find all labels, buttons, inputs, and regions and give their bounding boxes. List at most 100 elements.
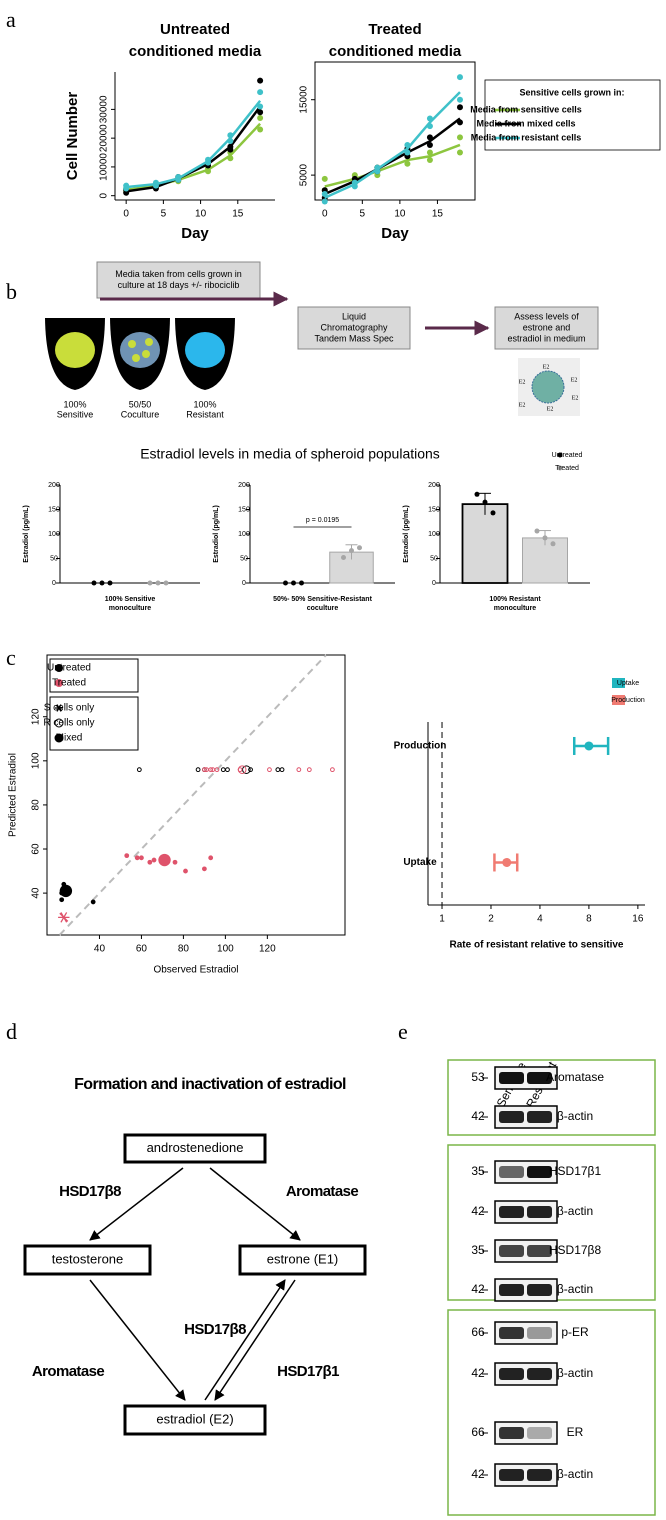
panel-label: c bbox=[6, 645, 16, 670]
replicate-point bbox=[123, 182, 130, 189]
y-tick-label: 5000 bbox=[299, 164, 310, 187]
data-point bbox=[357, 545, 362, 551]
y-axis-label: Predicted Estradiol bbox=[8, 753, 19, 837]
series-line bbox=[125, 122, 262, 192]
data-point bbox=[341, 555, 346, 561]
x-tick-label: 10 bbox=[394, 209, 406, 220]
marker-size: 42 bbox=[471, 1204, 485, 1218]
open-point bbox=[306, 767, 312, 773]
data-point bbox=[474, 491, 480, 497]
x-axis-label: coculture bbox=[307, 605, 339, 612]
cup-label: Sensitive bbox=[57, 409, 94, 419]
blot-group bbox=[447, 1309, 656, 1516]
estimate-point bbox=[584, 741, 594, 751]
pathway-arrow bbox=[214, 1279, 296, 1401]
pathway-arrow bbox=[209, 1167, 301, 1241]
protein-label: HSD17β8 bbox=[549, 1243, 602, 1257]
cup-label: 100% bbox=[193, 399, 216, 409]
chart-title: conditioned media bbox=[129, 43, 262, 60]
y-tick-label: 50 bbox=[240, 555, 248, 562]
workflow-text: estradiol in medium bbox=[507, 333, 585, 343]
replicate-point bbox=[257, 103, 264, 110]
blot-band bbox=[527, 1368, 552, 1380]
legend-label: Mixed bbox=[56, 733, 83, 744]
replicate-point bbox=[426, 123, 433, 130]
open-point bbox=[275, 767, 281, 773]
blot-band bbox=[527, 1469, 552, 1481]
x-tick-label: 2 bbox=[488, 914, 494, 925]
replicate-point bbox=[351, 179, 358, 186]
y-tick-label: 10000 bbox=[99, 153, 110, 181]
x-tick-label: 0 bbox=[322, 209, 328, 220]
legend-label: Media from resistant cells bbox=[471, 132, 582, 142]
x-tick-label: 8 bbox=[586, 914, 592, 925]
panel-label: e bbox=[398, 1019, 408, 1044]
replicate-point bbox=[227, 132, 234, 139]
replicate-point bbox=[152, 179, 159, 186]
panel-label: b bbox=[6, 279, 17, 304]
y-axis-label: Estradiol (pg/mL) bbox=[403, 505, 410, 563]
y-tick-label: 200 bbox=[428, 482, 440, 489]
filled-point bbox=[208, 855, 214, 861]
replicate-point bbox=[404, 160, 411, 167]
series-line bbox=[125, 105, 262, 193]
series-line bbox=[324, 143, 461, 188]
enzyme-label: HSD17β8 bbox=[184, 1321, 246, 1338]
data-point bbox=[349, 548, 354, 554]
data-point bbox=[482, 499, 488, 505]
y-tick-label: 200 bbox=[48, 482, 60, 489]
marker-size: 42 bbox=[471, 1282, 485, 1296]
workflow-text: Chromatography bbox=[320, 322, 388, 332]
y-tick-label: 0 bbox=[99, 192, 110, 198]
pathway-node bbox=[123, 1404, 267, 1436]
legend-label: Treated bbox=[555, 465, 579, 472]
y-tick-label: 20000 bbox=[99, 124, 110, 152]
y-tick-label: 150 bbox=[428, 506, 440, 513]
replicate-point bbox=[404, 141, 411, 148]
protein-label: ER bbox=[567, 1425, 584, 1439]
data-point bbox=[91, 580, 97, 586]
replicate-point bbox=[321, 175, 328, 182]
workflow-text: Liquid bbox=[342, 311, 366, 321]
asterisk-point bbox=[58, 912, 70, 923]
plot-frame bbox=[46, 654, 346, 936]
spheroid-speckle bbox=[142, 350, 150, 358]
cup-label: Resistant bbox=[186, 409, 224, 419]
workflow-box bbox=[297, 306, 411, 350]
y-axis-label: Cell Number bbox=[64, 92, 81, 181]
open-point bbox=[279, 767, 285, 773]
workflow-box bbox=[96, 261, 261, 299]
data-point bbox=[147, 580, 153, 586]
filled-point bbox=[59, 884, 73, 898]
blot-band bbox=[499, 1206, 524, 1218]
marker-size: 53 bbox=[471, 1070, 485, 1084]
legend-swatch bbox=[612, 695, 625, 705]
blot-band bbox=[527, 1245, 552, 1257]
open-point bbox=[208, 767, 214, 773]
identity-line bbox=[58, 654, 327, 936]
bar bbox=[461, 503, 509, 584]
series-line bbox=[324, 117, 461, 196]
x-axis-label: 100% Sensitive bbox=[105, 596, 156, 603]
blot-band bbox=[499, 1111, 524, 1123]
node-label: androstenedione bbox=[147, 1140, 244, 1155]
cup-label: Coculture bbox=[121, 409, 160, 419]
protein-label: Aromatase bbox=[546, 1070, 604, 1084]
blot-band bbox=[527, 1427, 552, 1439]
y-axis-label: Estradiol (pg/mL) bbox=[213, 505, 220, 563]
blot-band bbox=[499, 1469, 524, 1481]
pathway-arrow bbox=[89, 1279, 186, 1401]
workflow-text: Assess levels of bbox=[514, 311, 579, 321]
spheroid-image bbox=[185, 332, 225, 368]
x-tick-label: 4 bbox=[537, 914, 543, 925]
replicate-point bbox=[227, 138, 234, 145]
workflow-box bbox=[494, 306, 599, 350]
replicate-point bbox=[227, 143, 234, 150]
y-tick-label: 40 bbox=[31, 887, 42, 899]
pathway-title: Formation and inactivation of estradiol bbox=[74, 1076, 346, 1093]
filled-point bbox=[201, 866, 207, 872]
open-point bbox=[54, 718, 64, 728]
y-tick-label: 150 bbox=[238, 506, 250, 513]
x-tick-label: 100 bbox=[217, 944, 234, 955]
x-axis-label: Observed Estradiol bbox=[153, 965, 238, 976]
